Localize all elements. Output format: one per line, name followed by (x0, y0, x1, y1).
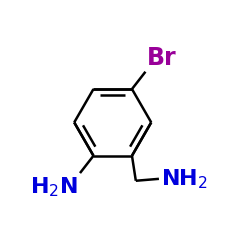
Text: H$_2$N: H$_2$N (30, 175, 78, 199)
Text: Br: Br (146, 46, 176, 70)
Text: NH$_2$: NH$_2$ (161, 167, 208, 191)
